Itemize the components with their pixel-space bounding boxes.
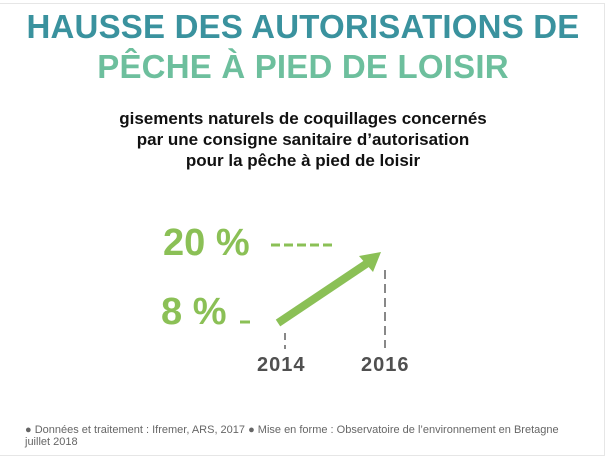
source-footer: ● Données et traitement : Ifremer, ARS, … xyxy=(25,424,559,448)
tick-label-2016: 2016 xyxy=(361,354,410,376)
value-label-2016: 20 % xyxy=(163,222,250,264)
trend-arrow-line xyxy=(275,254,378,327)
title-line-2: PÊCHE À PIED DE LOISIR xyxy=(97,48,509,85)
tick-label-2014: 2014 xyxy=(257,354,306,376)
value-label-2014: 8 % xyxy=(161,291,227,333)
arrow-head-icon xyxy=(359,252,381,272)
subtitle: gisements naturels de coquillages concer… xyxy=(0,108,606,171)
subtitle-line: gisements naturels de coquillages concer… xyxy=(119,109,487,128)
title-line-1: HAUSSE DES AUTORISATIONS DE xyxy=(26,8,580,45)
subtitle-line: pour la pêche à pied de loisir xyxy=(185,151,421,170)
subtitle-line: par une consigne sanitaire d’autorisatio… xyxy=(136,130,470,149)
infographic-frame xyxy=(0,3,605,456)
